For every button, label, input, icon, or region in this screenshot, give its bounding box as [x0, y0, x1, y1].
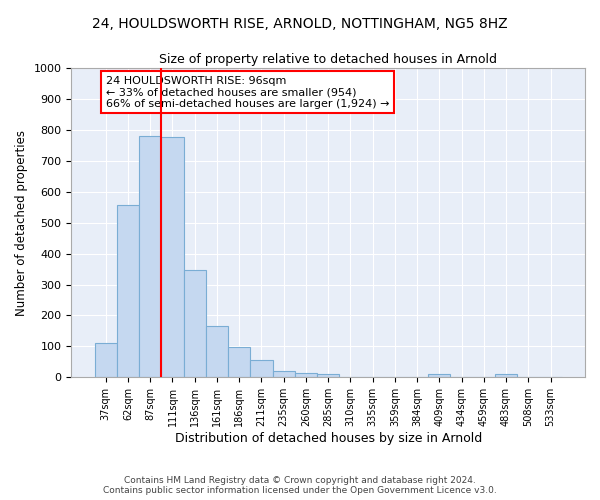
- Bar: [272, 371, 295, 378]
- Bar: [184, 270, 206, 378]
- Y-axis label: Number of detached properties: Number of detached properties: [15, 130, 28, 316]
- Title: Size of property relative to detached houses in Arnold: Size of property relative to detached ho…: [159, 52, 497, 66]
- Bar: [428, 374, 451, 378]
- Bar: [317, 374, 339, 378]
- Bar: [295, 372, 317, 378]
- Bar: [495, 374, 517, 378]
- Bar: [139, 136, 161, 378]
- Bar: [117, 205, 139, 378]
- Text: 24, HOULDSWORTH RISE, ARNOLD, NOTTINGHAM, NG5 8HZ: 24, HOULDSWORTH RISE, ARNOLD, NOTTINGHAM…: [92, 18, 508, 32]
- Bar: [250, 360, 272, 378]
- Bar: [228, 348, 250, 378]
- Bar: [161, 136, 184, 378]
- Text: 24 HOULDSWORTH RISE: 96sqm
← 33% of detached houses are smaller (954)
66% of sem: 24 HOULDSWORTH RISE: 96sqm ← 33% of deta…: [106, 76, 389, 109]
- Text: Contains HM Land Registry data © Crown copyright and database right 2024.
Contai: Contains HM Land Registry data © Crown c…: [103, 476, 497, 495]
- X-axis label: Distribution of detached houses by size in Arnold: Distribution of detached houses by size …: [175, 432, 482, 445]
- Bar: [206, 326, 228, 378]
- Bar: [95, 342, 117, 378]
